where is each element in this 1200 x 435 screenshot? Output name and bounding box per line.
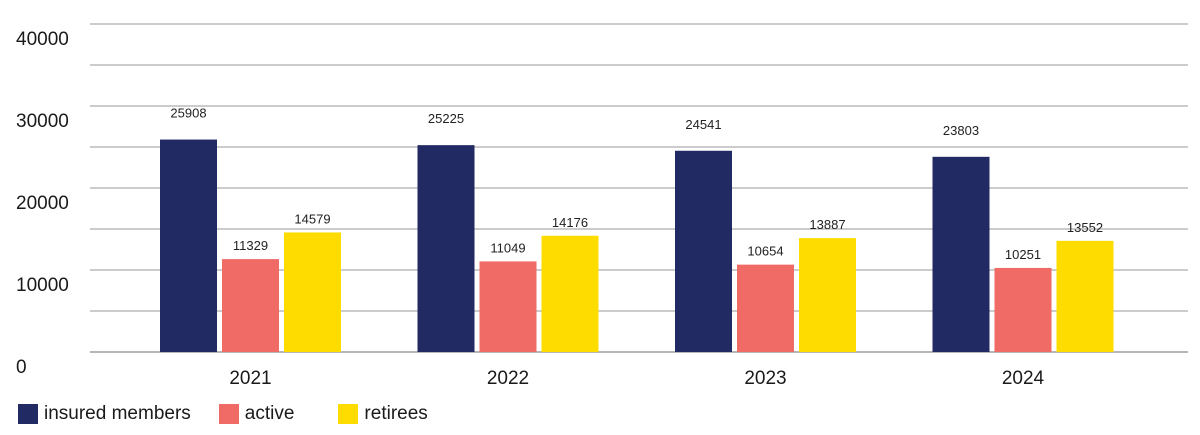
bar-active-2022: [479, 261, 537, 352]
data-labels: 25908 11329 14579 25225 11049 14176 24541 10654…: [170, 106, 1103, 262]
data-label: 25908: [170, 106, 206, 121]
data-label: 10251: [1005, 247, 1041, 262]
x-axis-ticks: 2021 2022 2023 2024: [229, 368, 1044, 389]
bar-insured-members-2021: [160, 139, 217, 352]
bar-insured-members-2023: [675, 150, 732, 352]
bar-chart: 0 10000 20000 30000 40000 25908 11329 14579 252…: [16, 23, 1188, 389]
x-tick-label: 2023: [744, 368, 786, 389]
bar-insured-members-2022: [417, 145, 475, 352]
data-label: 24541: [685, 117, 721, 132]
bar-insured-members-2024: [932, 156, 990, 352]
legend-item-retirees: retirees: [338, 403, 428, 425]
data-label: 13887: [809, 217, 845, 232]
legend-label: insured members: [44, 403, 191, 424]
bar-retirees-2021: [284, 232, 341, 352]
y-tick-label: 30000: [16, 111, 69, 132]
bars: [160, 139, 1114, 352]
data-label: 11049: [490, 240, 525, 255]
data-label: 13552: [1067, 220, 1103, 235]
data-label: 25225: [428, 111, 464, 126]
x-tick-label: 2024: [1002, 368, 1045, 389]
bar-retirees-2022: [541, 235, 599, 352]
legend-swatch: [338, 404, 359, 424]
legend-item-insured-members: insured members: [18, 403, 191, 425]
legend-label: retirees: [364, 403, 428, 424]
bar-retirees-2023: [799, 238, 856, 352]
legend-item-active: active: [218, 403, 295, 425]
y-tick-label: 10000: [16, 275, 69, 296]
y-tick-label: 20000: [16, 193, 69, 214]
x-tick-label: 2021: [229, 368, 271, 389]
legend-label: active: [244, 403, 295, 424]
bar-active-2024: [994, 267, 1052, 352]
data-label: 11329: [233, 238, 268, 253]
data-label: 10654: [747, 244, 783, 259]
y-tick-label: 0: [16, 357, 27, 378]
bar-active-2021: [222, 259, 279, 352]
data-label: 14579: [294, 211, 330, 226]
bar-retirees-2024: [1056, 240, 1114, 352]
data-label: 14176: [552, 215, 588, 230]
y-tick-label: 40000: [16, 29, 69, 50]
legend-swatch: [18, 404, 38, 424]
bar-active-2023: [737, 264, 794, 352]
data-label: 23803: [943, 123, 979, 138]
y-axis-ticks: 0 10000 20000 30000 40000: [16, 29, 69, 378]
legend-swatch: [218, 404, 239, 424]
x-tick-label: 2022: [487, 368, 529, 389]
legend: insured members active retirees: [18, 402, 456, 426]
